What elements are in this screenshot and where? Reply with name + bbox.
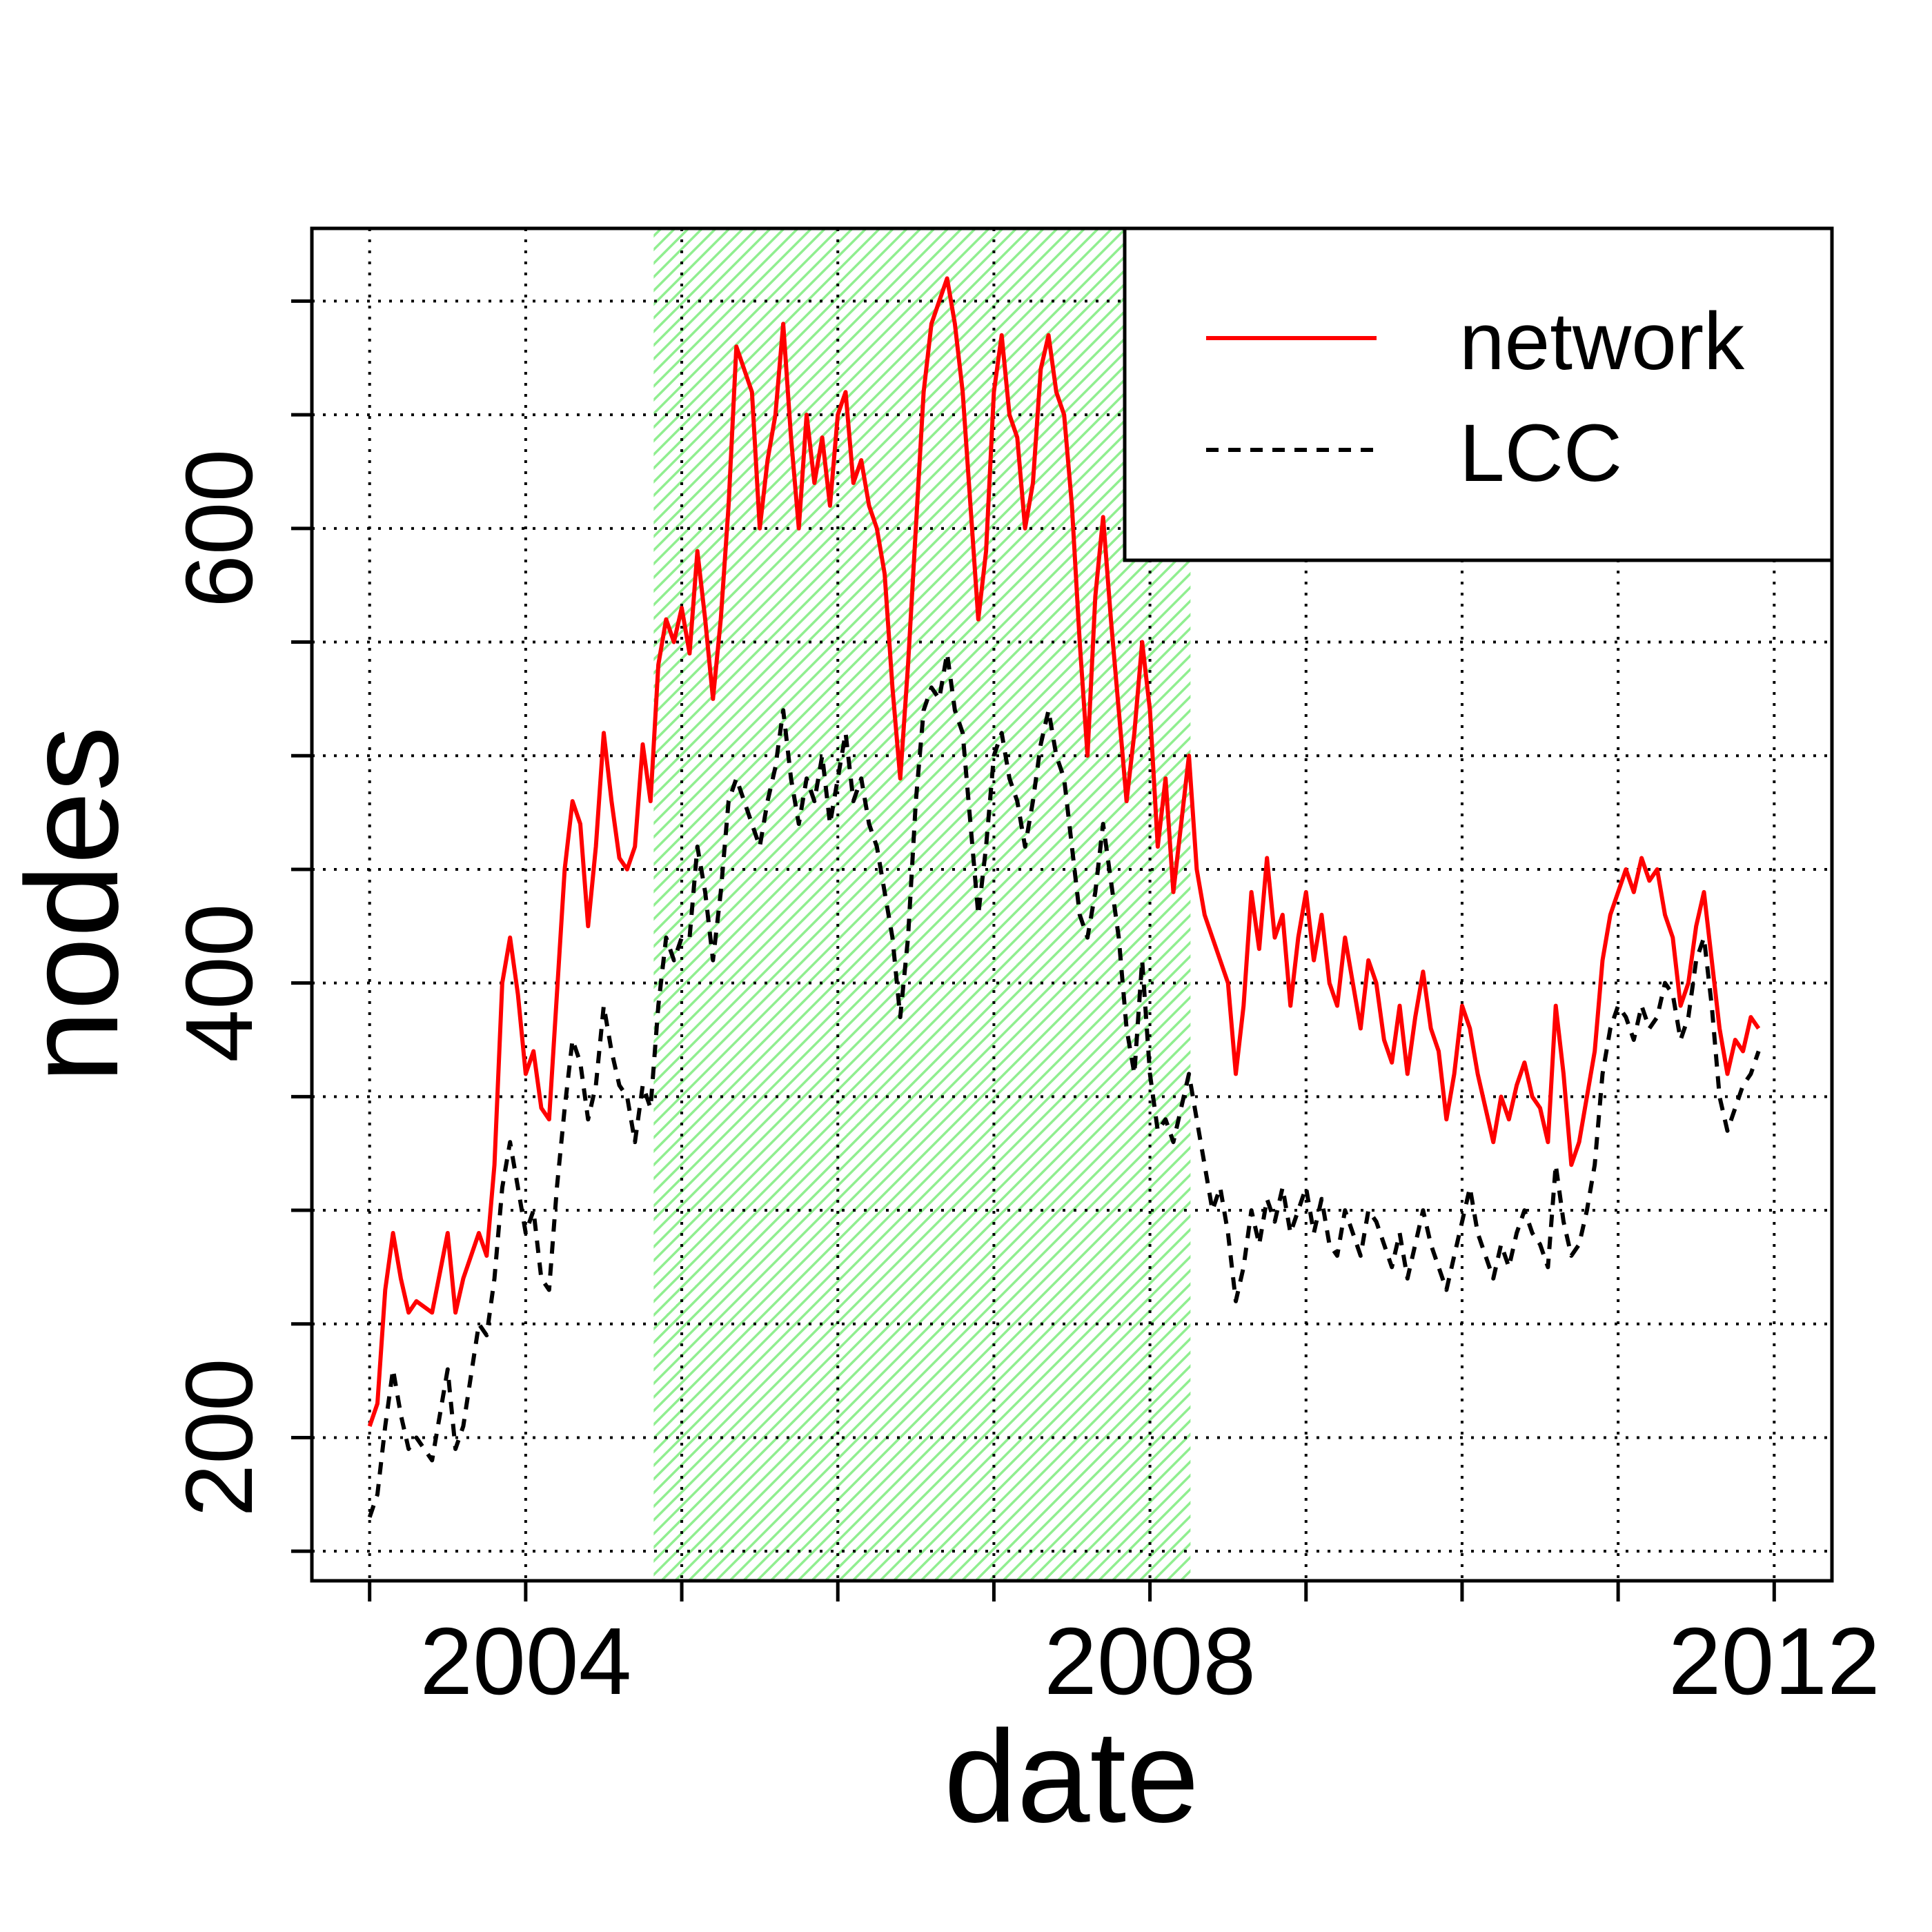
y-tick-label: 200 xyxy=(166,1358,273,1517)
legend-box xyxy=(1123,226,1834,562)
legend-label-network: network xyxy=(1459,296,1745,387)
y-tick-label: 600 xyxy=(166,449,273,608)
legend: network LCC xyxy=(1123,226,1834,562)
x-axis-title: date xyxy=(944,1704,1199,1850)
x-tick-label: 2008 xyxy=(1044,1608,1256,1715)
series-lines xyxy=(367,276,1761,1518)
x-tick-label: 2012 xyxy=(1668,1608,1880,1715)
y-axis-title: nodes xyxy=(0,726,146,1083)
y-tick-label: 400 xyxy=(166,904,273,1063)
plot-frame xyxy=(310,226,1834,1583)
x-tick-label: 2004 xyxy=(420,1608,631,1715)
series-line-network xyxy=(367,276,1761,1427)
legend-label-lcc: LCC xyxy=(1459,408,1622,499)
axes: 2004 2008 2012 200 400 600 xyxy=(166,299,1880,1715)
series-line-lcc xyxy=(367,651,1761,1518)
